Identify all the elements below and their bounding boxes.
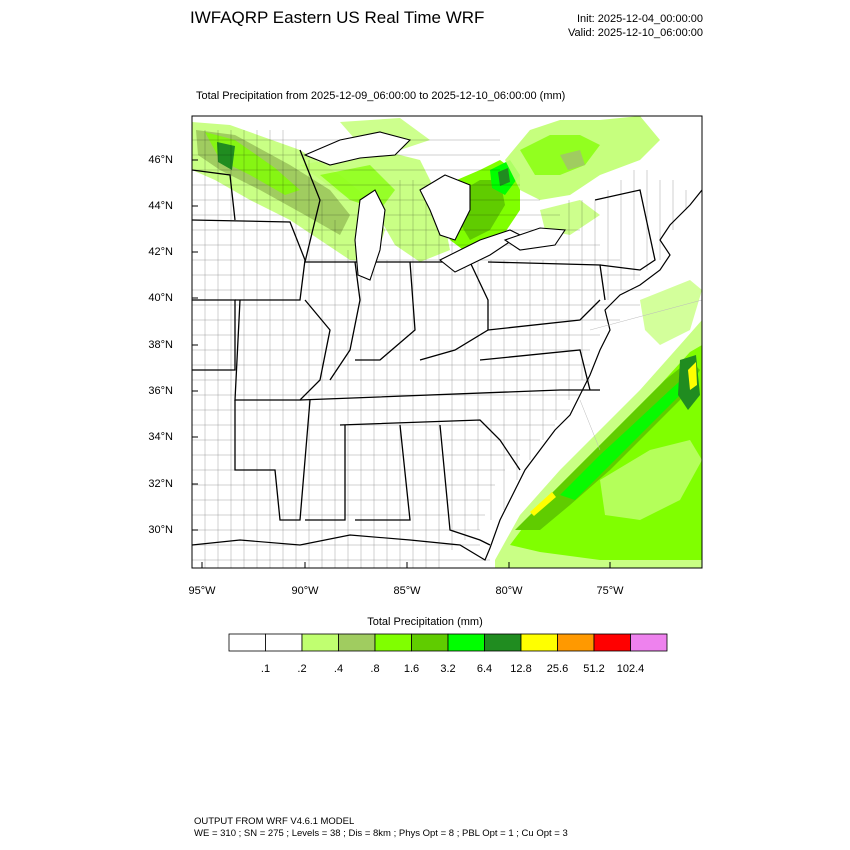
county-lines <box>192 130 687 568</box>
axis-ticks <box>192 159 611 568</box>
colorbar-level-label: 1.6 <box>403 663 420 675</box>
colorbar-level-label: 51.2 <box>583 663 605 675</box>
precip-upper-midwest <box>192 118 450 262</box>
colorbar-swatch <box>301 633 339 652</box>
lon-label: 90°W <box>291 585 319 597</box>
field-subtitle: Total Precipitation from 2025-12-09_06:0… <box>196 90 566 102</box>
precip-atlantic <box>495 280 702 568</box>
lon-label: 85°W <box>393 585 421 597</box>
colorbar-level-label: 6.4 <box>476 663 493 675</box>
colorbar-level-label: .8 <box>370 663 380 675</box>
lat-label: 30°N <box>148 524 173 536</box>
colorbar-level-label: .2 <box>297 663 307 675</box>
great-lakes <box>303 131 566 281</box>
colorbar <box>228 633 668 652</box>
lat-label: 36°N <box>148 385 173 397</box>
colorbar-swatch <box>411 633 449 652</box>
lat-label: 40°N <box>148 292 173 304</box>
colorbar-swatch <box>520 633 558 652</box>
colorbar-swatch <box>447 633 485 652</box>
lon-label: 75°W <box>596 585 624 597</box>
colorbar-swatch <box>228 633 266 652</box>
lat-label: 46°N <box>148 154 173 166</box>
colorbar-level-label: .1 <box>260 663 271 675</box>
lon-label: 95°W <box>188 585 216 597</box>
colorbar-title: Total Precipitation (mm) <box>367 616 483 628</box>
graticule <box>579 299 702 451</box>
coastline <box>192 189 702 561</box>
colorbar-swatch <box>338 633 376 652</box>
colorbar-level-label: 12.8 <box>510 663 532 675</box>
valid-time: Valid: 2025-12-10_06:00:00 <box>568 27 703 39</box>
colorbar-swatch <box>630 633 668 652</box>
colorbar-swatch <box>265 633 303 652</box>
colorbar-swatch <box>484 633 522 652</box>
lat-label: 44°N <box>148 200 173 212</box>
colorbar-level-label: 3.2 <box>440 663 456 675</box>
colorbar-level-label: .4 <box>333 663 344 675</box>
init-time: Init: 2025-12-04_00:00:00 <box>577 13 703 25</box>
lat-label: 38°N <box>148 339 173 351</box>
lat-label: 32°N <box>148 478 173 490</box>
map-frame <box>191 115 703 569</box>
lat-label: 34°N <box>148 431 173 443</box>
state-borders <box>192 149 656 546</box>
colorbar-level-label: 102.4 <box>616 663 645 675</box>
precip-great-lakes <box>440 116 660 255</box>
colorbar-level-label: 25.6 <box>546 663 569 675</box>
footer-model-line: OUTPUT FROM WRF V4.6.1 MODEL <box>194 816 355 827</box>
lon-label: 80°W <box>495 585 523 597</box>
colorbar-swatch <box>374 633 412 652</box>
colorbar-swatch <box>593 633 631 652</box>
footer-config-line: WE = 310 ; SN = 275 ; Levels = 38 ; Dis … <box>194 828 568 839</box>
colorbar-swatch <box>557 633 595 652</box>
plot-title: IWFAQRP Eastern US Real Time WRF <box>190 8 485 27</box>
lat-label: 42°N <box>148 246 173 258</box>
